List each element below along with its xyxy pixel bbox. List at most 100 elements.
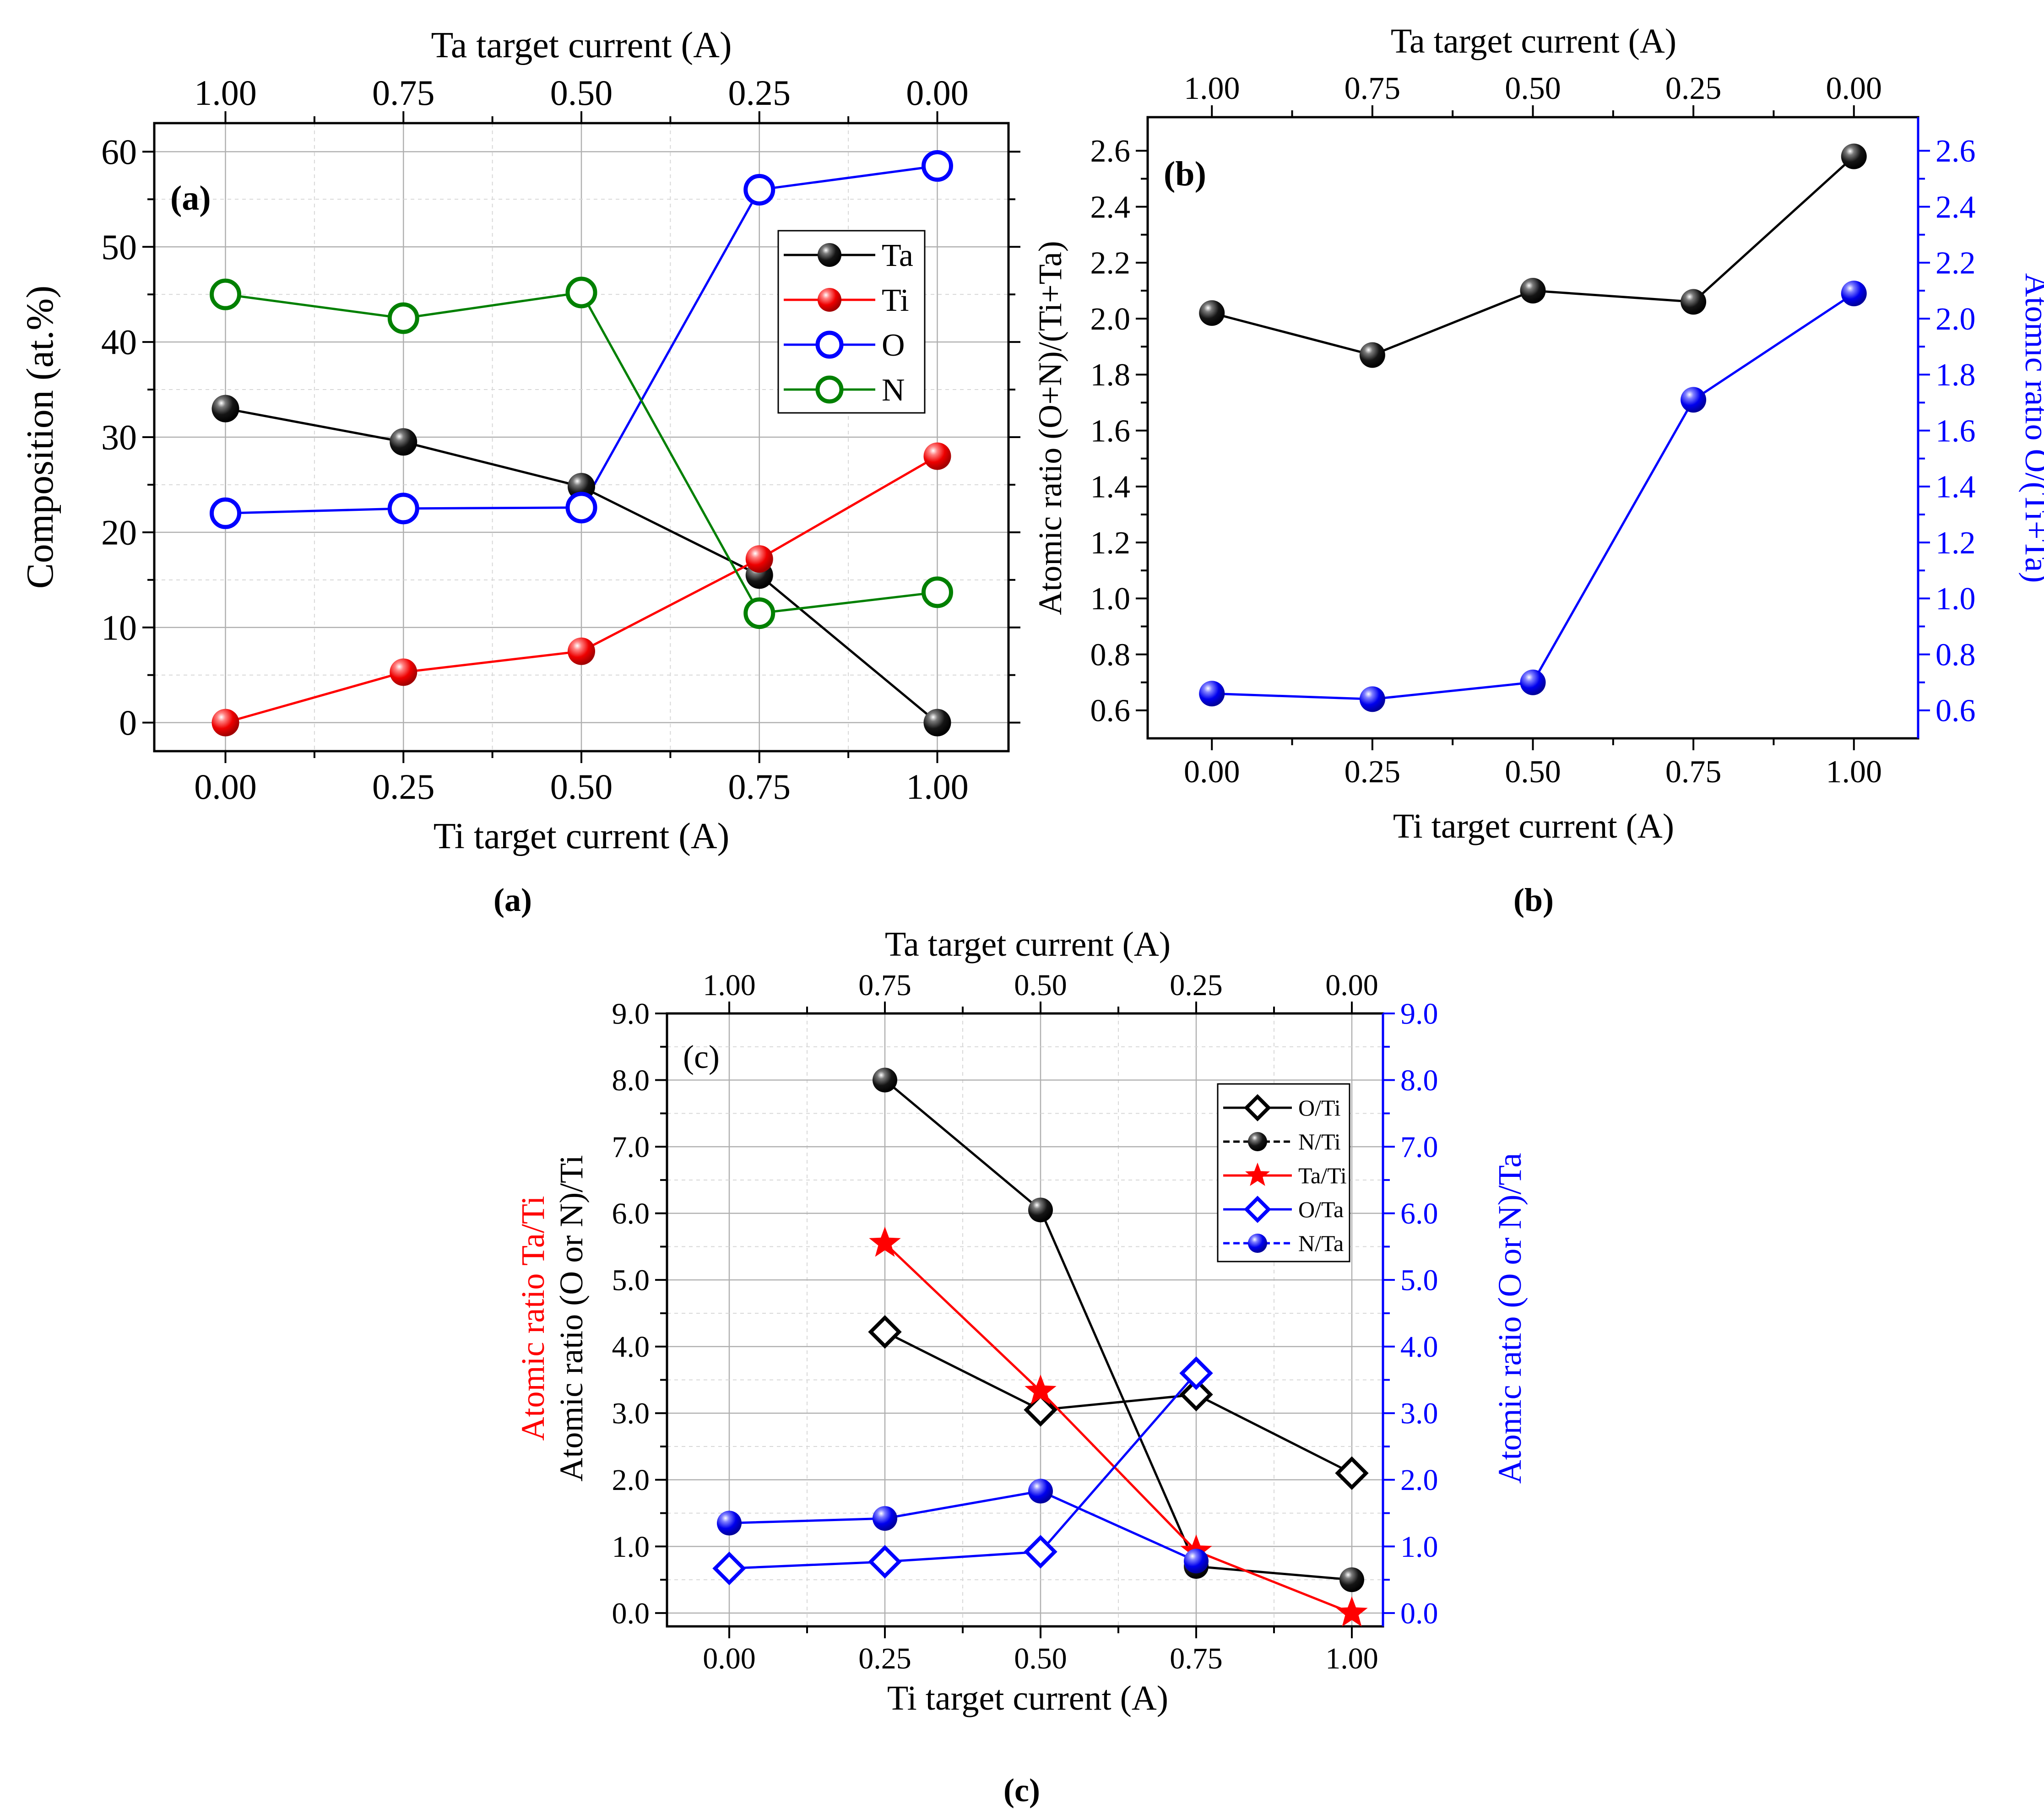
data-point-ti xyxy=(211,709,239,737)
legend-label: O/Ta xyxy=(1298,1197,1344,1222)
y-tick-label: 0.0 xyxy=(612,1597,650,1630)
data-point-n xyxy=(922,576,953,608)
x-tick-label: 1.00 xyxy=(1325,1642,1378,1675)
y2-tick-label: 0.8 xyxy=(1936,637,1976,672)
y-tick-label: 8.0 xyxy=(612,1064,650,1097)
series-line-n-ti xyxy=(884,1079,1352,1581)
panel-b-data-points xyxy=(1199,143,1867,712)
panel-c-inset-label: (c) xyxy=(683,1039,720,1075)
y2-tick-label: 1.8 xyxy=(1936,358,1976,393)
data-point-o-ti xyxy=(868,1315,902,1349)
y2-tick-label: 7.0 xyxy=(1400,1131,1438,1164)
caption-c: (c) xyxy=(1003,1772,1040,1809)
x-tick-label: 1.00 xyxy=(1826,754,1882,790)
panel-b-chart: 0.00 1.00 0.25 0.75 0.50 0.50 0.75 0.25 1.00 0.00… xyxy=(1032,22,2044,845)
x-tick-label: 0.50 xyxy=(1505,754,1561,790)
x-tick-label: 0.25 xyxy=(1345,754,1401,790)
data-point-n xyxy=(743,597,775,629)
data-point-n xyxy=(210,278,241,310)
legend-label: Ta xyxy=(882,238,913,273)
y2-tick-label: 1.0 xyxy=(1936,581,1976,617)
legend-label: N/Ta xyxy=(1298,1230,1344,1256)
data-point-o-ti xyxy=(1335,1456,1369,1490)
caption-b: (b) xyxy=(1513,882,1554,918)
x-tick-label: 0.00 xyxy=(194,767,257,807)
y2-tick-label: 8.0 xyxy=(1400,1064,1438,1097)
y-tick-label: 0.6 xyxy=(1090,693,1131,729)
x2-tick-label: 0.50 xyxy=(1014,969,1067,1002)
data-point-o-ti-ta- xyxy=(1199,681,1225,707)
panel-a-bottom-axis-title: Ti target current (A) xyxy=(434,816,730,856)
data-point-n-ta xyxy=(717,1511,742,1536)
panel-c-y2-axis-title: Atomic ratio (O or N)/Ta xyxy=(1491,1153,1528,1484)
data-point--o-n-ti-ta- xyxy=(1359,342,1385,368)
legend-label: O xyxy=(882,328,905,363)
panel-b-series-lines xyxy=(1211,155,1855,700)
data-point-o xyxy=(387,493,419,525)
x-tick-label: 0.00 xyxy=(703,1642,756,1675)
x2-tick-label: 0.50 xyxy=(1505,71,1561,106)
panel-b-ticks: 0.00 1.00 0.25 0.75 0.50 0.50 0.75 0.25 1.00 0.00… xyxy=(1090,71,1976,790)
y-tick-label: 2.0 xyxy=(1090,302,1131,337)
y2-tick-label: 0.0 xyxy=(1400,1597,1438,1630)
panel-a-top-axis-title: Ta target current (A) xyxy=(431,25,732,65)
caption-a: (a) xyxy=(493,882,532,918)
y2-tick-label: 2.0 xyxy=(1400,1463,1438,1497)
y-tick-label: 3.0 xyxy=(612,1397,650,1430)
y-tick-label: 7.0 xyxy=(612,1131,650,1164)
legend-marker xyxy=(1244,1094,1271,1121)
y-tick-label: 4.0 xyxy=(612,1330,650,1364)
y-tick-label: 2.2 xyxy=(1090,246,1131,281)
x2-tick-label: 0.75 xyxy=(858,969,911,1002)
y-tick-label: 5.0 xyxy=(612,1264,650,1297)
y2-tick-label: 2.6 xyxy=(1936,134,1976,169)
panel-c-chart: 0.001.000.250.750.500.500.750.251.000.00… xyxy=(515,925,1528,1717)
data-point-n-ti xyxy=(873,1067,897,1093)
data-point-n-ta xyxy=(873,1506,897,1531)
series-line-o-ta xyxy=(729,1372,1197,1570)
y2-tick-label: 0.6 xyxy=(1936,693,1976,729)
data-point-o xyxy=(743,174,775,206)
legend-marker xyxy=(818,243,841,267)
y-tick-label: 2.6 xyxy=(1090,134,1131,169)
panel-a-ticks: 0.00 1.00 0.25 0.75 0.50 0.50 0.75 0.25 1.00 0.00… xyxy=(101,73,1020,807)
data-point-o-ta xyxy=(1179,1356,1213,1390)
y-tick-label: 1.4 xyxy=(1090,470,1131,505)
x2-tick-label: 0.25 xyxy=(1665,71,1722,106)
data-point-ta-ti xyxy=(869,1226,901,1257)
panel-a-inset-label: (a) xyxy=(170,179,211,217)
y-tick-label: 60 xyxy=(101,132,137,172)
panel-b-bottom-axis-title: Ti target current (A) xyxy=(1393,807,1674,845)
data-point-ta xyxy=(211,395,239,422)
y-tick-label: 50 xyxy=(101,227,137,267)
x-tick-label: 0.75 xyxy=(1665,754,1722,790)
y-tick-label: 0 xyxy=(119,703,137,742)
data-point-ta-ti xyxy=(1025,1374,1057,1405)
x-tick-label: 1.00 xyxy=(906,767,969,807)
y-tick-label: 1.0 xyxy=(612,1530,650,1564)
legend-label: N xyxy=(882,373,905,408)
y-tick-label: 30 xyxy=(101,417,137,457)
data-point-o xyxy=(922,150,953,182)
y-tick-label: 0.8 xyxy=(1090,637,1131,672)
data-point-ti xyxy=(745,545,773,573)
data-point-o xyxy=(565,492,597,524)
series-line-o-ti-ta- xyxy=(1212,292,1855,700)
data-point--o-n-ti-ta- xyxy=(1681,289,1707,315)
y2-tick-label: 4.0 xyxy=(1400,1330,1438,1364)
y-tick-label: 9.0 xyxy=(612,997,650,1030)
data-point-n-ta xyxy=(1028,1479,1053,1504)
data-point-o-ti-ta- xyxy=(1520,669,1546,695)
y2-tick-label: 3.0 xyxy=(1400,1397,1438,1430)
panel-b-inset-label: (b) xyxy=(1164,155,1206,193)
legend-label: Ta/Ti xyxy=(1298,1163,1347,1188)
series-line--o-n-ti-ta- xyxy=(1211,155,1855,357)
y2-tick-label: 1.4 xyxy=(1936,470,1976,505)
data-point-o-ta xyxy=(1024,1535,1057,1569)
panel-c-y-axis-title-red: Atomic ratio Ta/Ti xyxy=(515,1196,551,1441)
legend-marker xyxy=(818,288,841,312)
data-point-o xyxy=(210,497,241,529)
x-tick-label: 0.50 xyxy=(1014,1642,1067,1675)
x2-tick-label: 0.75 xyxy=(1345,71,1401,106)
